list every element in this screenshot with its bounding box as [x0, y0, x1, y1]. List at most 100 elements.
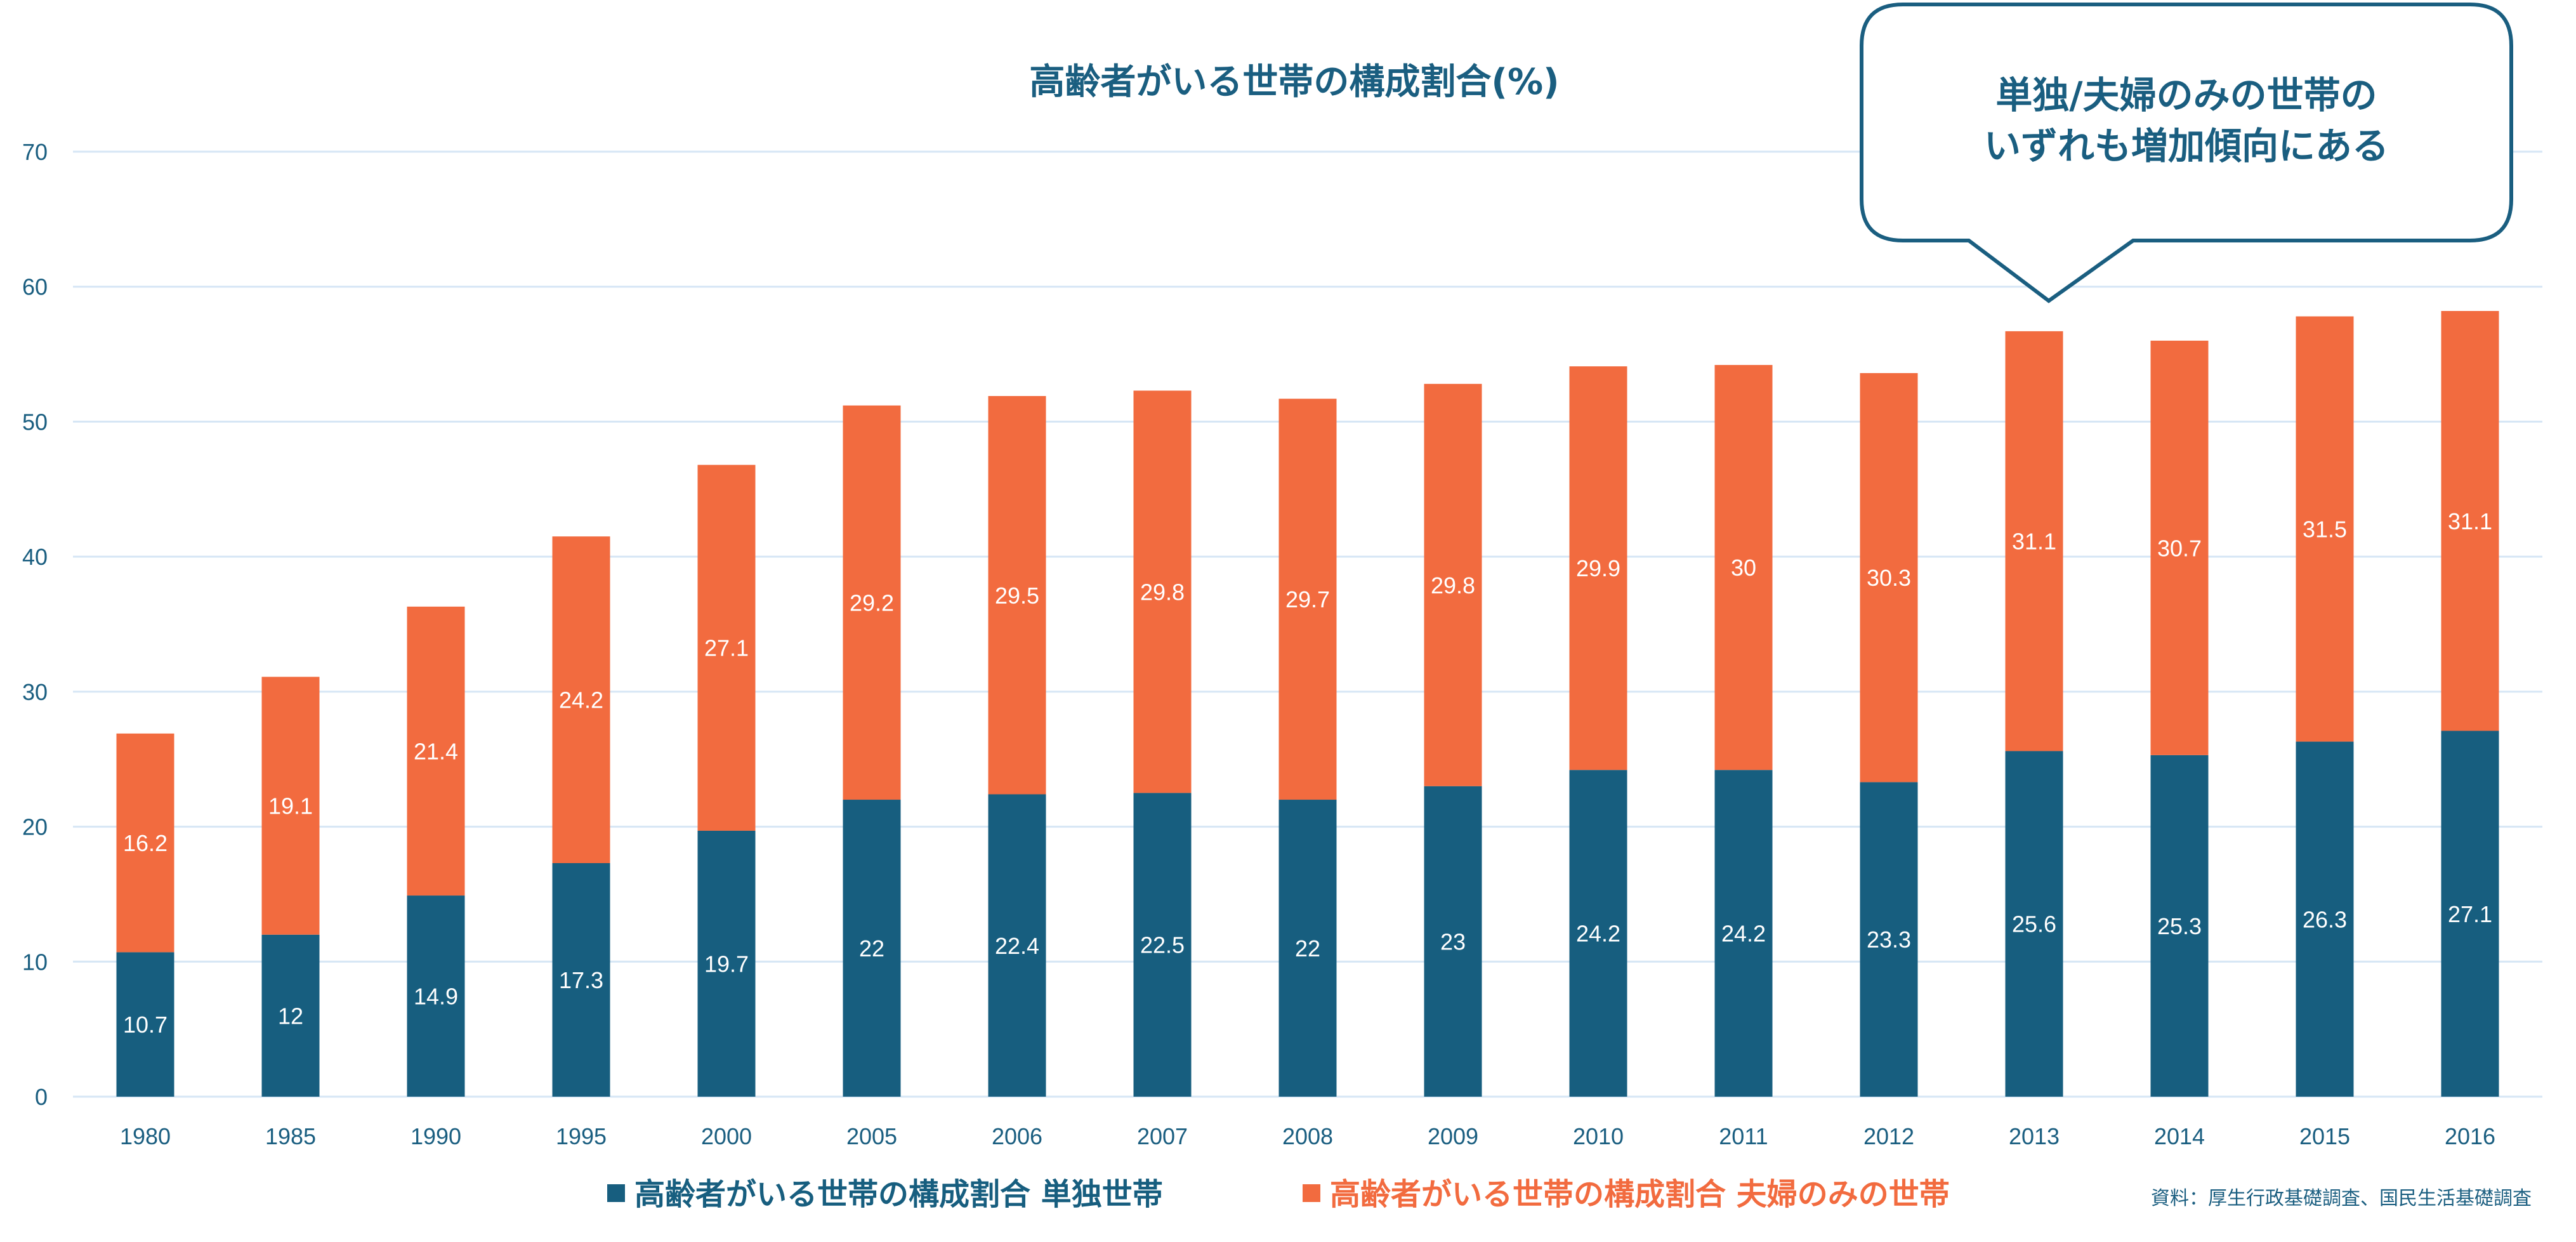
data-label-single-1980: 10.7 [123, 1012, 168, 1038]
data-labels: 10.7 16.2 12 19.1 14.9 21.4 17.3 24.2 19.7 27.1 22… [123, 508, 2492, 1038]
bar-couple-2014 [2150, 340, 2209, 755]
data-label-single-2010: 24.2 [1576, 921, 1620, 947]
data-label-couple-1995: 24.2 [559, 687, 603, 713]
bar-single-1990 [407, 895, 465, 1097]
x-tick-label: 2000 [701, 1123, 752, 1149]
data-label-single-2000: 19.7 [704, 951, 749, 977]
callout-line-2: いずれも増加傾向にある [1984, 124, 2389, 168]
data-label-couple-2012: 30.3 [1867, 565, 1911, 591]
x-tick-label: 2011 [1719, 1123, 1768, 1149]
bar-couple-2015 [2296, 316, 2354, 742]
chart-title: 高齢者がいる世帯の構成割合(%) [1029, 62, 1559, 103]
x-tick-label: 2012 [1863, 1123, 1914, 1149]
data-label-couple-1980: 16.2 [123, 830, 168, 856]
data-label-single-2015: 26.3 [2303, 906, 2347, 932]
callout-line-1: 単独/夫婦のみの世帯の [1995, 74, 2377, 117]
y-tick-label: 10 [22, 949, 48, 975]
x-tick-label: 2008 [1282, 1123, 1333, 1149]
legend-item-couple[interactable]: 高齢者がいる世帯の構成割合 夫婦のみの世帯 [1303, 1177, 1950, 1212]
bar-single-1985 [261, 934, 320, 1097]
bar-single-2014 [2150, 755, 2209, 1097]
data-label-single-2006: 22.4 [995, 933, 1039, 959]
x-tick-label: 1980 [120, 1123, 171, 1149]
data-label-single-2011: 24.2 [1721, 921, 1766, 947]
x-tick-label: 2009 [1428, 1123, 1478, 1149]
bar-single-2016 [2441, 730, 2499, 1097]
y-tick-label: 60 [22, 274, 48, 300]
y-tick-label: 70 [22, 139, 48, 165]
data-label-single-2005: 22 [859, 935, 884, 961]
bar-single-2005 [843, 800, 901, 1097]
x-tick-label: 2014 [2154, 1123, 2205, 1149]
data-label-couple-1985: 19.1 [268, 793, 313, 819]
bar-couple-1980 [116, 733, 174, 953]
bars [116, 311, 2499, 1097]
bar-couple-2005 [843, 405, 901, 800]
data-label-couple-2016: 31.1 [2448, 508, 2492, 534]
bar-single-2011 [1714, 770, 1773, 1097]
data-label-single-2016: 27.1 [2448, 901, 2492, 927]
y-tick-label: 20 [22, 814, 48, 840]
bar-couple-2009 [1424, 383, 1482, 786]
x-tick-label: 1990 [411, 1123, 461, 1149]
x-tick-label: 1985 [265, 1123, 316, 1149]
data-label-single-2009: 23 [1440, 928, 1466, 955]
bar-single-2007 [1133, 793, 1192, 1097]
bar-couple-2008 [1278, 399, 1337, 800]
data-label-couple-2006: 29.5 [995, 583, 1039, 609]
x-tick-label: 2016 [2445, 1123, 2495, 1149]
x-tick-label: 2013 [2009, 1123, 2060, 1149]
bar-single-2012 [1860, 782, 1918, 1097]
legend-label-single: 高齢者がいる世帯の構成割合 単独世帯 [634, 1177, 1163, 1212]
bar-single-2008 [1278, 800, 1337, 1097]
data-label-couple-2010: 29.9 [1576, 555, 1620, 581]
source-note: 資料：厚生行政基礎調査、国民生活基礎調査 [2151, 1187, 2532, 1210]
data-label-single-2008: 22 [1295, 935, 1320, 961]
bar-couple-2006 [988, 396, 1046, 795]
x-tick-label: 2005 [846, 1123, 897, 1149]
y-tick-label: 0 [35, 1084, 48, 1110]
legend-label-couple: 高齢者がいる世帯の構成割合 夫婦のみの世帯 [1330, 1177, 1950, 1212]
data-label-couple-2013: 31.1 [2012, 529, 2056, 555]
bar-single-2009 [1424, 786, 1482, 1097]
data-label-couple-2009: 29.8 [1431, 572, 1475, 598]
bar-single-2015 [2296, 741, 2354, 1097]
x-tick-label: 2007 [1137, 1123, 1188, 1149]
callout-annotation: 単独/夫婦のみの世帯の いずれも増加傾向にある [1860, 3, 2513, 303]
data-label-couple-2011: 30 [1731, 555, 1756, 581]
data-label-single-1995: 17.3 [559, 967, 603, 993]
data-label-single-2014: 25.3 [2157, 913, 2202, 939]
bar-single-2006 [988, 794, 1046, 1097]
bar-couple-2010 [1569, 366, 1627, 770]
data-label-single-2012: 23.3 [1867, 927, 1911, 953]
data-label-couple-2008: 29.7 [1285, 586, 1330, 612]
data-label-single-2013: 25.6 [2012, 911, 2056, 937]
legend-swatch-single [607, 1184, 625, 1202]
bar-couple-1990 [407, 606, 465, 896]
bar-couple-2016 [2441, 311, 2499, 731]
bar-single-2000 [697, 830, 756, 1097]
bar-couple-1995 [552, 536, 610, 864]
bar-couple-2013 [2005, 331, 2063, 751]
callout-bubble [1860, 3, 2513, 303]
bar-couple-2012 [1860, 373, 1918, 783]
legend: 高齢者がいる世帯の構成割合 単独世帯 高齢者がいる世帯の構成割合 夫婦のみの世帯 [607, 1177, 1950, 1212]
data-label-couple-2015: 31.5 [2303, 517, 2347, 543]
x-tick-label: 2010 [1573, 1123, 1624, 1149]
data-label-couple-2014: 30.7 [2157, 535, 2202, 561]
x-tick-label: 2006 [992, 1123, 1042, 1149]
data-label-couple-2000: 27.1 [704, 635, 749, 661]
y-tick-label: 40 [22, 544, 48, 570]
data-label-couple-1990: 21.4 [414, 738, 458, 764]
data-label-single-1985: 12 [278, 1003, 303, 1029]
data-label-couple-2005: 29.2 [850, 590, 894, 616]
y-axis: 0 10 20 30 40 50 60 70 [22, 139, 48, 1110]
bar-couple-2011 [1714, 365, 1773, 770]
data-label-single-2007: 22.5 [1140, 932, 1185, 958]
bar-single-1980 [116, 952, 174, 1097]
x-tick-label: 2015 [2299, 1123, 2350, 1149]
bar-single-2010 [1569, 770, 1627, 1097]
legend-item-single[interactable]: 高齢者がいる世帯の構成割合 単独世帯 [607, 1177, 1163, 1212]
bar-single-1995 [552, 863, 610, 1097]
